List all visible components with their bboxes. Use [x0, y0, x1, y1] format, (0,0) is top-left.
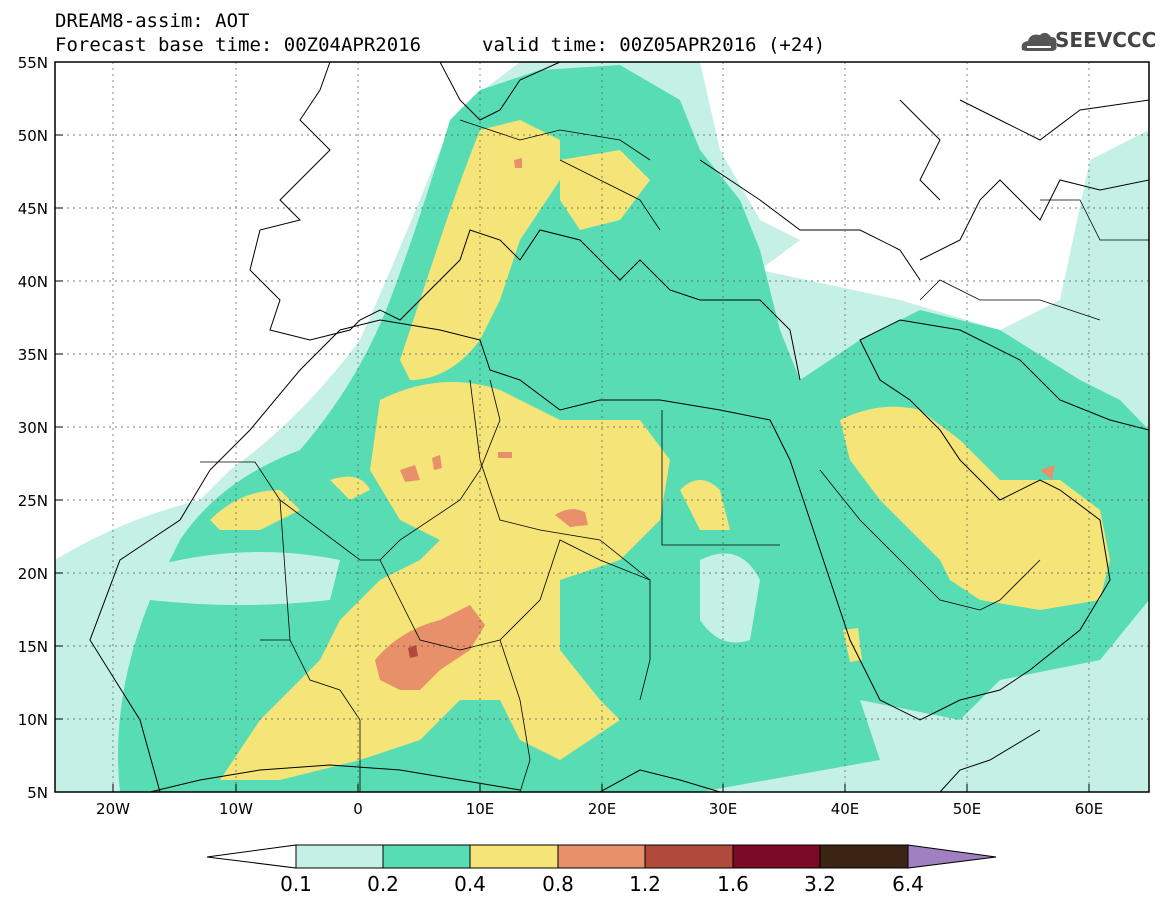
lat-label: 50N: [17, 127, 48, 145]
forecast-base-time: Forecast base time: 00Z04APR2016: [55, 34, 422, 56]
colorbar-label: 1.2: [629, 872, 661, 896]
colorbar-swatch-2: [382, 844, 471, 869]
lat-label: 40N: [17, 273, 48, 291]
colorbar-label: 3.2: [804, 872, 836, 896]
colorbar-swatch-6: [732, 844, 821, 869]
lat-label: 5N: [27, 784, 48, 802]
political-borders: [200, 119, 1149, 792]
colorbar-swatch-3: [469, 844, 559, 869]
lat-label: 25N: [17, 492, 48, 510]
colorbar-label: 0.4: [454, 872, 486, 896]
lat-label: 20N: [17, 565, 48, 583]
axis-ticks: [55, 134, 1090, 792]
lat-label: 10N: [17, 711, 48, 729]
lon-label: 10W: [219, 800, 253, 818]
lat-label: 35N: [17, 346, 48, 364]
lon-label: 0: [353, 800, 363, 818]
colorbar: [206, 844, 997, 869]
lon-label: 20E: [587, 800, 617, 818]
coastlines: [89, 62, 1149, 792]
map-title: DREAM8-assim: AOT: [55, 10, 250, 32]
colorbar-swatch-1: [295, 844, 384, 869]
lon-label: 10E: [465, 800, 495, 818]
colorbar-swatch-4: [557, 844, 646, 869]
lat-label: 15N: [17, 638, 48, 656]
valid-time: valid time: 00Z05APR2016 (+24): [482, 34, 826, 56]
cloud-logo-icon: [1021, 32, 1057, 51]
lat-label: 30N: [17, 419, 48, 437]
colorbar-label: 6.4: [892, 872, 924, 896]
lon-label: 60E: [1074, 800, 1104, 818]
colorbar-over-triangle: [907, 844, 997, 869]
logo-text: SEEVCCC: [1055, 28, 1157, 52]
colorbar-label: 1.6: [717, 872, 749, 896]
grid-lines: [55, 62, 1149, 792]
lat-label: 55N: [17, 54, 48, 72]
lon-label: 20W: [96, 800, 130, 818]
colorbar-swatch-5: [644, 844, 734, 869]
colorbar-under-triangle: [206, 844, 297, 869]
lon-label: 30E: [708, 800, 738, 818]
lon-label: 40E: [830, 800, 860, 818]
colorbar-label: 0.2: [367, 872, 399, 896]
colorbar-swatch-7: [819, 844, 909, 869]
lon-label: 50E: [952, 800, 982, 818]
lat-label: 45N: [17, 200, 48, 218]
colorbar-label: 0.8: [542, 872, 574, 896]
colorbar-label: 0.1: [280, 872, 312, 896]
